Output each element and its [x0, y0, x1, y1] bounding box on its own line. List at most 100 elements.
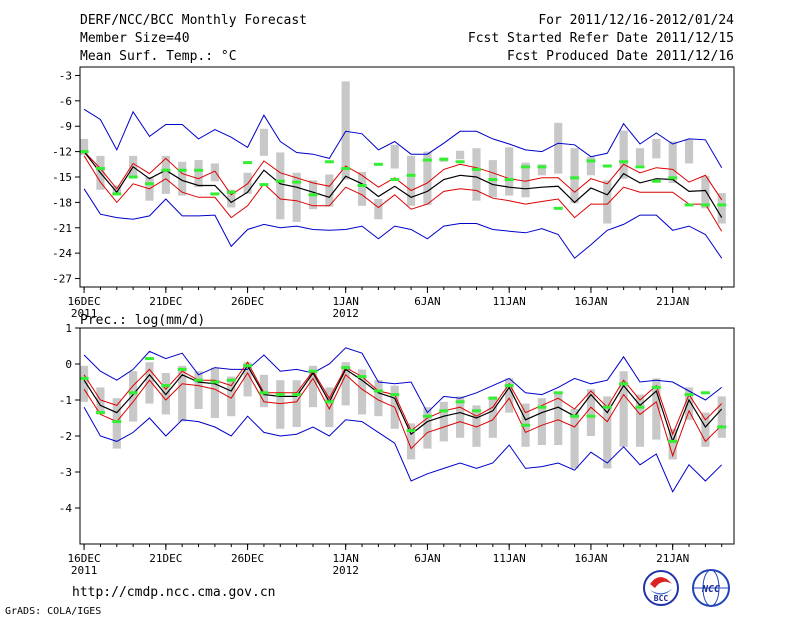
temp-observed-marker [406, 173, 416, 177]
temp-y-tick-label: -3 [59, 69, 72, 82]
temp-observed-marker [308, 193, 318, 197]
temp-spread-bar [537, 164, 546, 176]
precip-spread-bar [635, 394, 645, 447]
precip-y-tick-label: -4 [59, 502, 73, 515]
temp-y-tick-label: -27 [52, 273, 72, 286]
temp-spread-bar [407, 155, 416, 206]
precip-spread-bar [586, 389, 596, 436]
precip-observed-marker [259, 391, 269, 395]
temp-spread-bar [341, 81, 350, 180]
temp-observed-marker [194, 168, 204, 172]
temp-lower-percentile-line [83, 155, 723, 232]
precip-observed-marker [422, 414, 432, 418]
bcc-logo-swirl [650, 577, 672, 588]
temp-observed-marker [144, 182, 154, 186]
temp-spread-bar [210, 163, 219, 182]
temp-x-tick-label: 21JAN [656, 295, 689, 308]
precip-lower-percentile-line [83, 372, 723, 458]
precip-x-tick-label: 6JAN [414, 552, 441, 565]
temp-observed-marker [259, 183, 269, 187]
precip-spread-bar [325, 387, 334, 427]
precip-observed-marker [455, 400, 465, 404]
temp-observed-marker [210, 192, 220, 196]
temp-observed-marker [79, 150, 89, 154]
precip-observed-marker [553, 391, 563, 395]
precip-observed-marker [635, 405, 645, 409]
precip-observed-marker [161, 384, 171, 388]
member-size: Member Size=40 [80, 31, 190, 46]
temp-observed-marker [553, 206, 563, 210]
temp-y-tick-label: -6 [59, 95, 72, 108]
temp-ensemble-min-line [83, 188, 723, 259]
temp-observed-marker [390, 178, 400, 182]
temp-y-tick-label: -18 [52, 196, 72, 209]
temp-spread-bar [521, 162, 530, 198]
temp-spread-bar [227, 189, 236, 208]
precip-y-tick-label: 1 [65, 322, 72, 335]
temp-x-tick-label: 6JAN [414, 295, 441, 308]
precip-spread-bar [210, 367, 219, 418]
temp-observed-marker [521, 165, 531, 169]
temp-spread-bar [194, 160, 203, 188]
precip-spread-bar [80, 365, 89, 402]
precip-x-tick-label: 26DEC [231, 552, 264, 565]
temp-y-tick-label: -24 [52, 247, 72, 260]
precip-x-tick-label: 16JAN [574, 552, 607, 565]
temp-observed-marker [471, 167, 481, 171]
temp-spread-bar [717, 193, 726, 224]
ncc-logo: NCC [692, 569, 730, 607]
temp-observed-marker [537, 165, 547, 169]
precip-spread-bar [652, 378, 661, 440]
temp-observed-marker [488, 178, 498, 182]
temp-spread-bar [276, 152, 285, 220]
temp-ensemble-max-line [83, 108, 723, 168]
precip-x-tick-label: 16DEC [68, 552, 101, 565]
temp-y-tick-label: -12 [52, 146, 72, 159]
header: DERF/NCC/BCC Monthly Forecast Member Siz… [80, 13, 734, 64]
temp-y-tick-label: -15 [52, 171, 72, 184]
precip-x-tick-label: 1JAN [332, 552, 359, 565]
precip-y-tick-label: -2 [59, 430, 72, 443]
temp-spread-bar [684, 139, 694, 164]
temp-spread-bar [423, 151, 432, 205]
temp-y-tick-label: -21 [52, 222, 72, 235]
precip-observed-marker [308, 369, 318, 373]
temp-x-tick-label: 21DEC [149, 295, 182, 308]
precip-spread-bar [194, 371, 203, 409]
precip-observed-marker [471, 409, 481, 413]
temp-spread-bar [570, 148, 579, 204]
grads-credit: GrADS: COLA/IGES [5, 606, 101, 617]
temp-spread-bar [161, 155, 170, 194]
precip-observed-marker [700, 391, 710, 395]
precip-observed-marker [586, 414, 596, 418]
temp-observed-marker [455, 160, 465, 164]
temp-upper-percentile-line [83, 151, 723, 201]
temp-observed-marker [357, 183, 367, 187]
precip-x-tick-label: 21DEC [149, 552, 182, 565]
temp-ensemble-mean-line [83, 151, 723, 218]
website-url[interactable]: http://cmdp.ncc.cma.gov.cn [72, 585, 276, 600]
precip-spread-bar [439, 401, 448, 442]
precip-observed-marker [275, 393, 285, 397]
precip-spread-bar [243, 362, 252, 397]
precip-spread-bar [96, 387, 105, 415]
temp-spread-bar [603, 180, 612, 224]
precip-spread-bar [341, 362, 350, 406]
temp-observed-marker [161, 168, 171, 172]
precip-ensemble-max-line [83, 347, 723, 414]
temp-spread-bar [390, 144, 399, 169]
precip-y-tick-label: -3 [59, 466, 72, 479]
precip-observed-marker [128, 391, 138, 395]
precip-spread-bar [357, 369, 367, 415]
temp-observed-marker [226, 190, 236, 194]
temp-spread-bar [701, 176, 710, 209]
temp-spread-bar [652, 138, 661, 159]
temp-observed-marker [635, 165, 645, 169]
precip-observed-marker [177, 367, 187, 371]
temp-observed-marker [422, 158, 432, 162]
precip-observed-marker [194, 378, 204, 382]
temp-observed-marker [112, 192, 122, 196]
temp-spread-bar [292, 172, 301, 222]
